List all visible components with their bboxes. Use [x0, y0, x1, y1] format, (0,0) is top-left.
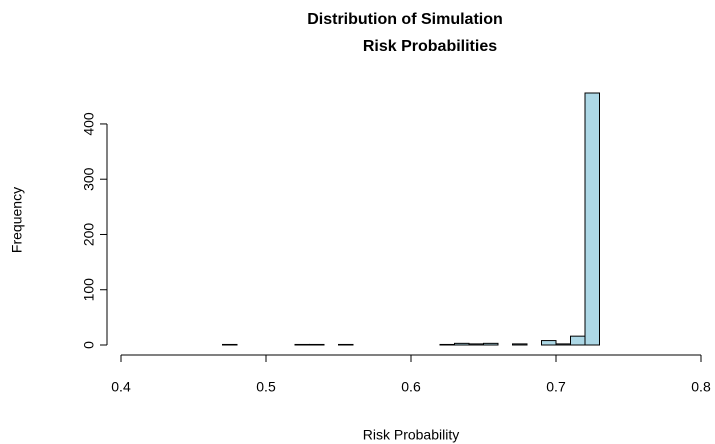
bar	[555, 343, 571, 346]
x-axis-label: Risk Probability	[363, 427, 459, 443]
x-tick-label: 0.7	[546, 379, 566, 395]
x-tick-label: 0.6	[401, 379, 421, 395]
chart-title: Distribution of Simulation	[307, 11, 503, 28]
bar	[570, 335, 586, 346]
y-tick-label: 200	[81, 223, 97, 247]
y-tick-label: 0	[81, 341, 97, 349]
bar	[454, 342, 470, 346]
bar	[512, 343, 528, 346]
bar	[541, 340, 557, 346]
y-tick-label: 400	[81, 112, 97, 136]
bar	[468, 343, 484, 346]
bar	[222, 343, 238, 346]
y-tick-label: 100	[81, 278, 97, 302]
bar	[309, 343, 325, 346]
bar	[294, 343, 310, 346]
chart-title: Risk Probabilities	[363, 38, 497, 55]
x-tick-label: 0.4	[111, 379, 131, 395]
x-tick-label: 0.5	[256, 379, 276, 395]
bar	[338, 343, 354, 346]
y-axis-label: Frequency	[9, 187, 25, 253]
bar	[439, 343, 455, 346]
bar	[584, 92, 600, 346]
y-tick-label: 300	[81, 167, 97, 191]
bar	[483, 342, 499, 346]
x-tick-label: 0.8	[691, 379, 711, 395]
